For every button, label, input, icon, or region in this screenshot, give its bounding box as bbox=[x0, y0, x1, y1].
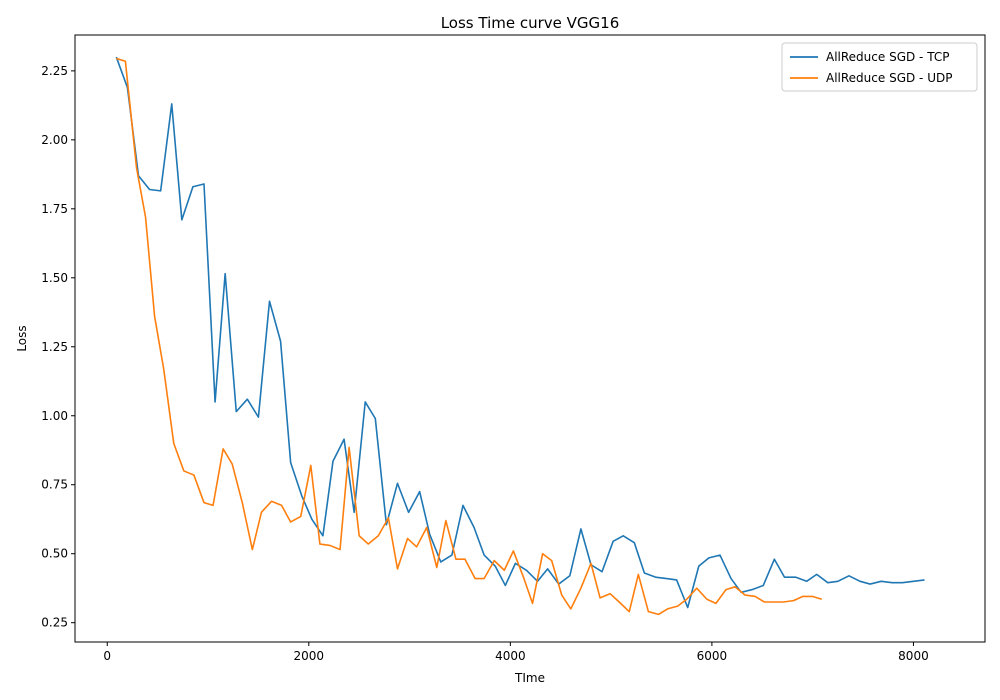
x-tick-label: 6000 bbox=[697, 649, 728, 663]
series-line-udp bbox=[116, 57, 822, 616]
y-tick-label: 1.50 bbox=[41, 271, 68, 285]
legend-label: AllReduce SGD - TCP bbox=[826, 50, 949, 64]
x-tick-label: 0 bbox=[103, 649, 111, 663]
y-tick-label: 2.25 bbox=[41, 64, 68, 78]
plot-frame bbox=[74, 34, 986, 643]
y-tick-label: 0.75 bbox=[41, 478, 68, 492]
y-tick-label: 1.25 bbox=[41, 340, 68, 354]
y-tick-label: 0.50 bbox=[41, 547, 68, 561]
y-tick-label: 1.75 bbox=[41, 202, 68, 216]
chart-title: Loss Time curve VGG16 bbox=[441, 14, 620, 32]
y-tick-label: 0.25 bbox=[41, 616, 68, 630]
x-tick-label: 4000 bbox=[495, 649, 526, 663]
legend-box bbox=[781, 42, 978, 92]
x-axis-label: TIme bbox=[514, 671, 545, 685]
y-tick-label: 1.00 bbox=[41, 409, 68, 423]
legend-label: AllReduce SGD - UDP bbox=[826, 71, 952, 85]
x-tick-label: 8000 bbox=[898, 649, 929, 663]
y-tick-label: 2.00 bbox=[41, 133, 68, 147]
legend: AllReduce SGD - TCP AllReduce SGD - UDP bbox=[781, 42, 978, 92]
series-lines bbox=[115, 56, 925, 616]
y-axis-label: Loss bbox=[15, 325, 29, 351]
x-tick-label: 2000 bbox=[294, 649, 325, 663]
y-axis-ticks: 0.25 0.50 0.75 1.00 1.25 1.50 1.75 2.00 2.25 bbox=[41, 64, 75, 630]
x-axis-ticks: 0 2000 4000 6000 8000 bbox=[103, 642, 929, 663]
series-line-tcp bbox=[115, 56, 925, 609]
